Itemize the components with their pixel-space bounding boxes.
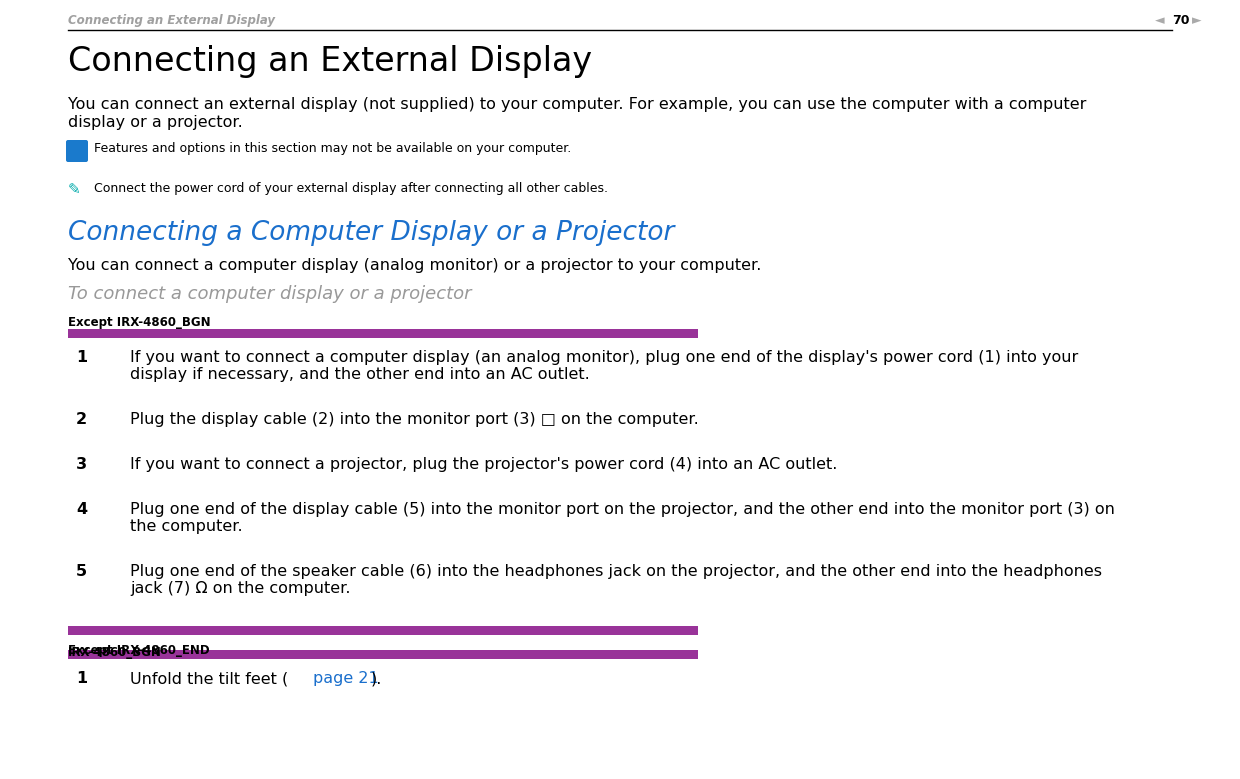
Text: Connecting an External Display: Connecting an External Display bbox=[68, 14, 275, 27]
Text: If you want to connect a projector, plug the projector's power cord (4) into an : If you want to connect a projector, plug… bbox=[130, 457, 837, 472]
Text: Plug one end of the display cable (5) into the monitor port on the projector, an: Plug one end of the display cable (5) in… bbox=[130, 502, 1115, 517]
Bar bbox=[68, 626, 698, 635]
Text: You can connect an external display (not supplied) to your computer. For example: You can connect an external display (not… bbox=[68, 97, 1086, 112]
Text: 1: 1 bbox=[76, 350, 87, 365]
Text: Except IRX-4860_END: Except IRX-4860_END bbox=[68, 644, 210, 657]
Text: IRX-4860_BGN: IRX-4860_BGN bbox=[68, 646, 162, 659]
Text: ►: ► bbox=[1192, 14, 1202, 27]
Text: 3: 3 bbox=[76, 457, 87, 472]
Text: 5: 5 bbox=[76, 564, 87, 579]
Text: display if necessary, and the other end into an AC outlet.: display if necessary, and the other end … bbox=[130, 367, 590, 382]
Text: jack (7) Ω on the computer.: jack (7) Ω on the computer. bbox=[130, 581, 351, 596]
Bar bbox=[68, 650, 698, 659]
Text: You can connect a computer display (analog monitor) or a projector to your compu: You can connect a computer display (anal… bbox=[68, 258, 761, 273]
Text: ◄: ◄ bbox=[1154, 14, 1164, 27]
Text: ✎: ✎ bbox=[68, 182, 81, 197]
Text: If you want to connect a computer display (an analog monitor), plug one end of t: If you want to connect a computer displa… bbox=[130, 350, 1079, 365]
Text: Unfold the tilt feet (: Unfold the tilt feet ( bbox=[130, 671, 288, 686]
Text: ).: ). bbox=[371, 671, 382, 686]
Text: Connecting an External Display: Connecting an External Display bbox=[68, 45, 593, 78]
Text: display or a projector.: display or a projector. bbox=[68, 115, 243, 130]
Text: the computer.: the computer. bbox=[130, 519, 243, 534]
Text: Except IRX-4860_BGN: Except IRX-4860_BGN bbox=[68, 316, 211, 329]
Text: Connecting a Computer Display or a Projector: Connecting a Computer Display or a Proje… bbox=[68, 220, 675, 246]
Text: To connect a computer display or a projector: To connect a computer display or a proje… bbox=[68, 285, 471, 303]
Text: 70: 70 bbox=[1172, 14, 1189, 27]
Bar bbox=[68, 329, 698, 338]
Text: page 21: page 21 bbox=[312, 671, 378, 686]
Text: Features and options in this section may not be available on your computer.: Features and options in this section may… bbox=[94, 142, 572, 155]
Text: Plug one end of the speaker cable (6) into the headphones jack on the projector,: Plug one end of the speaker cable (6) in… bbox=[130, 564, 1102, 579]
Text: 2: 2 bbox=[76, 412, 87, 427]
Text: Connect the power cord of your external display after connecting all other cable: Connect the power cord of your external … bbox=[94, 182, 608, 195]
FancyBboxPatch shape bbox=[66, 140, 88, 162]
Text: Plug the display cable (2) into the monitor port (3) □ on the computer.: Plug the display cable (2) into the moni… bbox=[130, 412, 699, 427]
Text: 1: 1 bbox=[76, 671, 87, 686]
Text: 4: 4 bbox=[76, 502, 87, 517]
Text: b: b bbox=[73, 130, 82, 143]
